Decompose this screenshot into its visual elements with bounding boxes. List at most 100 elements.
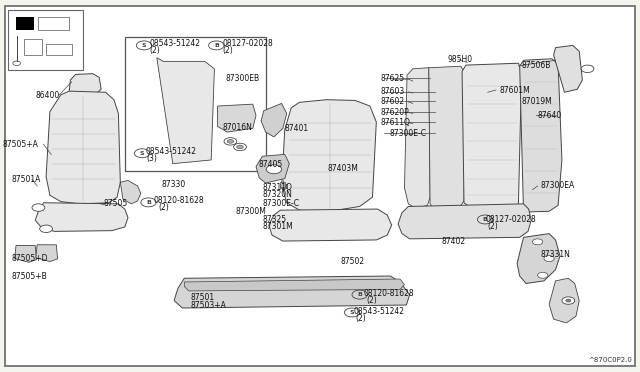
- Polygon shape: [554, 45, 582, 92]
- Polygon shape: [46, 91, 120, 204]
- Text: S: S: [141, 43, 147, 48]
- Bar: [46, 44, 72, 55]
- Text: 87640: 87640: [538, 111, 562, 120]
- Text: 87016N: 87016N: [223, 123, 253, 132]
- Bar: [16, 17, 34, 30]
- Polygon shape: [404, 68, 430, 208]
- Text: 87505+D: 87505+D: [12, 254, 48, 263]
- Text: (2): (2): [488, 222, 499, 231]
- Polygon shape: [218, 104, 256, 132]
- Circle shape: [237, 145, 243, 149]
- Polygon shape: [269, 209, 392, 241]
- Text: 87300M: 87300M: [236, 207, 266, 216]
- Text: 87300EB: 87300EB: [225, 74, 259, 83]
- Text: 08127-02028: 08127-02028: [485, 215, 536, 224]
- Polygon shape: [174, 276, 410, 308]
- Bar: [280, 182, 285, 187]
- Bar: [125, 37, 266, 171]
- Text: 87401: 87401: [284, 124, 308, 133]
- Polygon shape: [35, 203, 128, 231]
- Polygon shape: [462, 63, 522, 208]
- Text: 87331N: 87331N: [540, 250, 570, 259]
- Text: (2): (2): [356, 314, 367, 323]
- Text: 87505: 87505: [104, 199, 128, 208]
- Circle shape: [227, 140, 234, 143]
- Circle shape: [32, 204, 45, 211]
- Text: 87602: 87602: [380, 97, 404, 106]
- Text: 87330: 87330: [161, 180, 186, 189]
- Text: 87603: 87603: [380, 87, 404, 96]
- Text: 87620P: 87620P: [380, 108, 409, 117]
- Text: 87300E-C: 87300E-C: [389, 129, 426, 138]
- Circle shape: [538, 272, 548, 278]
- Polygon shape: [517, 234, 560, 283]
- Text: 87320N: 87320N: [262, 190, 292, 199]
- Text: 08120-81628: 08120-81628: [154, 196, 204, 205]
- Text: B: B: [483, 217, 488, 222]
- Circle shape: [532, 239, 543, 245]
- Text: 87325: 87325: [262, 215, 287, 224]
- Polygon shape: [15, 246, 36, 262]
- Text: (3): (3): [146, 154, 157, 163]
- Text: 87019M: 87019M: [522, 97, 552, 106]
- Text: B: B: [214, 43, 219, 48]
- Text: 87403M: 87403M: [328, 164, 358, 173]
- Circle shape: [581, 65, 594, 73]
- Text: 87505+A: 87505+A: [3, 140, 38, 149]
- Text: ^870C0P2.0: ^870C0P2.0: [588, 357, 632, 363]
- Text: 87611Q: 87611Q: [380, 118, 410, 127]
- Circle shape: [562, 297, 575, 304]
- Text: 87405: 87405: [259, 160, 283, 169]
- Text: 87501A: 87501A: [12, 175, 41, 184]
- Text: 87601M: 87601M: [499, 86, 530, 94]
- Text: 87311Q: 87311Q: [262, 183, 292, 192]
- Polygon shape: [549, 278, 579, 323]
- Circle shape: [224, 138, 237, 145]
- Polygon shape: [261, 103, 287, 137]
- Bar: [38, 17, 69, 30]
- Text: 08543-51242: 08543-51242: [146, 147, 197, 156]
- Text: 08543-51242: 08543-51242: [150, 39, 201, 48]
- Circle shape: [234, 143, 246, 151]
- Circle shape: [566, 299, 571, 302]
- Text: 86400: 86400: [36, 91, 60, 100]
- Circle shape: [544, 256, 554, 262]
- Polygon shape: [120, 180, 141, 204]
- Text: 08543-51242: 08543-51242: [353, 307, 404, 316]
- Polygon shape: [429, 66, 466, 209]
- Polygon shape: [184, 279, 404, 291]
- Text: S: S: [349, 310, 355, 315]
- Text: 87502: 87502: [340, 257, 365, 266]
- Text: 08127-02028: 08127-02028: [223, 39, 273, 48]
- Text: 87300E-C: 87300E-C: [262, 199, 300, 208]
- Circle shape: [266, 165, 282, 174]
- Text: B: B: [357, 292, 362, 297]
- Polygon shape: [256, 154, 289, 183]
- Text: 87501: 87501: [191, 293, 215, 302]
- Polygon shape: [157, 58, 214, 164]
- Bar: [280, 184, 287, 188]
- Text: (2): (2): [223, 46, 234, 55]
- Text: 87301M: 87301M: [262, 222, 293, 231]
- Polygon shape: [282, 100, 376, 211]
- Text: (2): (2): [159, 203, 170, 212]
- Bar: [8, 10, 83, 70]
- Polygon shape: [520, 59, 562, 212]
- Polygon shape: [398, 204, 531, 239]
- Text: (2): (2): [150, 46, 161, 55]
- Text: 985H0: 985H0: [448, 55, 473, 64]
- Circle shape: [40, 225, 52, 232]
- Text: S: S: [140, 151, 145, 156]
- Text: B: B: [146, 200, 151, 205]
- Text: 87503+A: 87503+A: [191, 301, 227, 310]
- Text: 87625: 87625: [380, 74, 404, 83]
- Text: 87300EA: 87300EA: [540, 182, 575, 190]
- Text: (2): (2): [366, 296, 377, 305]
- Bar: [24, 39, 42, 55]
- Text: 87505+B: 87505+B: [12, 272, 47, 280]
- Text: 08120-81628: 08120-81628: [364, 289, 414, 298]
- Polygon shape: [69, 74, 101, 96]
- Text: 87402: 87402: [442, 237, 466, 246]
- Polygon shape: [36, 245, 58, 262]
- Text: 87506B: 87506B: [522, 61, 551, 70]
